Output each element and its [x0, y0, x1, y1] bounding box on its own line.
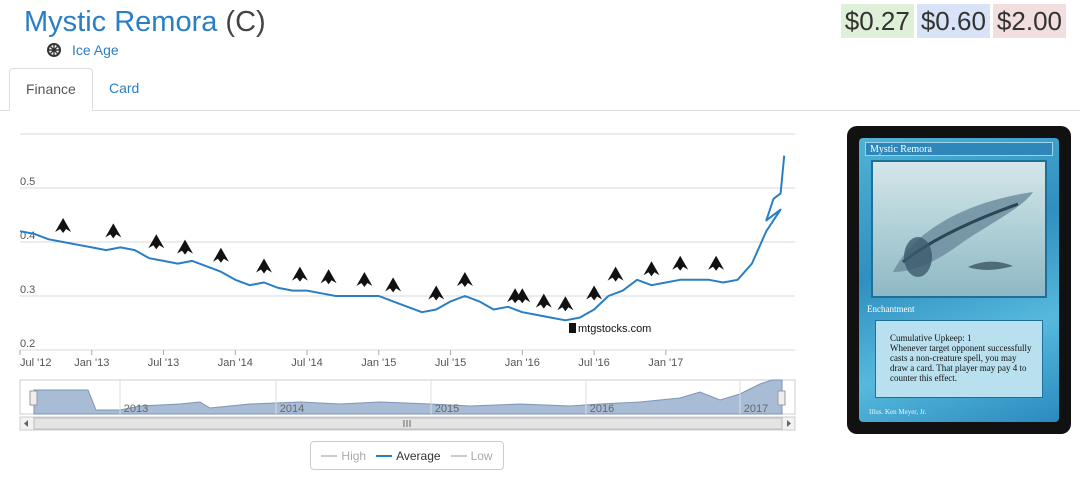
set-release-marker — [514, 288, 531, 304]
set-release-marker — [320, 269, 337, 285]
set-release-marker — [291, 266, 308, 282]
legend-high[interactable]: High — [321, 449, 366, 463]
card-type-line: Enchantment — [867, 304, 915, 314]
card-artwork — [871, 160, 1047, 298]
x-tick-label: Jul '14 — [291, 357, 322, 369]
card-face: Mystic Remora Enchantment Cumulative Upk… — [859, 138, 1059, 422]
high-price-badge: $2.00 — [992, 4, 1066, 38]
set-symbol-icon — [385, 277, 402, 293]
set-release-marker — [212, 247, 229, 263]
set-symbol-icon — [256, 258, 272, 274]
set-release-marker — [535, 293, 552, 309]
price-summary: $0.27 $0.60 $2.00 — [840, 4, 1066, 38]
y-tick-label: 0.5 — [20, 176, 35, 188]
set-release-marker — [607, 266, 624, 282]
x-tick-label: Jan '15 — [361, 357, 396, 369]
tab-bar: Finance Card — [0, 68, 1080, 111]
set-symbol-icon — [557, 296, 574, 312]
card-artist-credit: Illus. Ken Meyer, Jr. — [869, 408, 927, 416]
tab-card[interactable]: Card — [109, 80, 140, 96]
legend-average[interactable]: Average — [376, 449, 441, 463]
set-symbol-icon — [55, 218, 72, 233]
x-tick-label: Jan '14 — [218, 357, 253, 369]
set-release-marker — [356, 272, 373, 287]
set-symbol-icon — [643, 261, 660, 277]
set-symbol-icon — [105, 223, 122, 239]
card-art-title: Mystic Remora — [865, 142, 1053, 156]
low-price-badge: $0.27 — [840, 4, 914, 38]
legend-low[interactable]: Low — [450, 449, 493, 463]
set-symbol-icon — [507, 288, 524, 304]
scroll-right-arrow-icon — [787, 420, 791, 427]
set-symbol-icon — [320, 269, 337, 285]
set-line[interactable]: Ice Age — [46, 42, 119, 58]
scrollbar-thumb — [33, 417, 783, 430]
set-release-marker — [428, 285, 445, 301]
x-tick-label: Jul '15 — [435, 357, 466, 369]
y-tick-label: 0.3 — [20, 284, 35, 296]
card-image: Mystic Remora Enchantment Cumulative Upk… — [847, 126, 1071, 434]
set-release-marker — [105, 223, 122, 239]
average-price-badge: $0.60 — [916, 4, 990, 38]
card-name: Mystic Remora — [24, 6, 218, 38]
set-symbol-icon — [212, 247, 229, 263]
y-tick-label: 0.2 — [20, 338, 35, 350]
x-tick-label: Jan '16 — [505, 357, 540, 369]
set-symbol-icon — [148, 234, 165, 250]
card-rules-text: Cumulative Upkeep: 1 Whenever target opp… — [875, 320, 1043, 398]
card-rarity: (C) — [225, 6, 266, 38]
remora-fish-illustration — [893, 192, 1033, 277]
set-release-marker — [672, 255, 689, 271]
set-symbol-icon — [356, 272, 373, 287]
x-tick-label: Jan '13 — [74, 357, 109, 369]
set-symbol-icon — [291, 266, 308, 282]
x-tick-label: Jul '13 — [148, 357, 179, 369]
set-release-marker — [55, 218, 72, 233]
set-symbol-icon — [586, 285, 603, 301]
set-symbol-icon — [708, 255, 725, 271]
average-price-line — [19, 155, 786, 322]
set-release-marker — [148, 234, 165, 250]
set-release-marker — [557, 296, 574, 312]
navigator-year-label: 2014 — [280, 403, 304, 415]
navigator-year-label: 2016 — [590, 403, 614, 415]
chart-legend: High Average Low — [310, 441, 504, 470]
set-symbol-icon — [672, 255, 689, 271]
scroll-grip-icon — [403, 420, 411, 427]
navigator-year-label: 2015 — [435, 403, 459, 415]
x-tick-label: Jul '16 — [578, 357, 609, 369]
navigator-year-label: 2017 — [744, 403, 768, 415]
set-release-marker — [586, 285, 603, 301]
set-release-marker — [708, 255, 725, 271]
ice-age-snowflake-icon — [47, 43, 61, 57]
scroll-left-arrow-icon — [24, 420, 28, 427]
navigator-right-handle — [777, 390, 786, 406]
watermark-icon — [569, 323, 576, 333]
card-title: Mystic Remora (C) — [24, 4, 266, 40]
set-release-marker — [177, 239, 193, 255]
navigator-left-handle — [29, 390, 38, 406]
set-release-marker — [643, 261, 660, 277]
set-release-marker — [507, 288, 524, 304]
set-symbol-icon — [607, 266, 624, 282]
tab-finance[interactable]: Finance — [9, 68, 93, 111]
set-symbol-icon — [456, 272, 473, 287]
set-release-marker — [385, 277, 402, 293]
set-symbol-icon — [177, 239, 193, 255]
set-release-marker — [256, 258, 272, 274]
set-symbol-icon — [428, 285, 445, 301]
navigator-year-label: 2013 — [124, 403, 148, 415]
navigator-area — [33, 379, 783, 415]
set-symbol-icon — [535, 293, 552, 309]
x-tick-label: Jul '12 — [20, 357, 51, 369]
x-tick-label: Jan '17 — [648, 357, 683, 369]
set-release-marker — [456, 272, 473, 287]
set-symbol-icon — [514, 288, 531, 304]
set-name-link[interactable]: Ice Age — [72, 42, 119, 58]
watermark: mtgstocks.com — [578, 323, 651, 335]
